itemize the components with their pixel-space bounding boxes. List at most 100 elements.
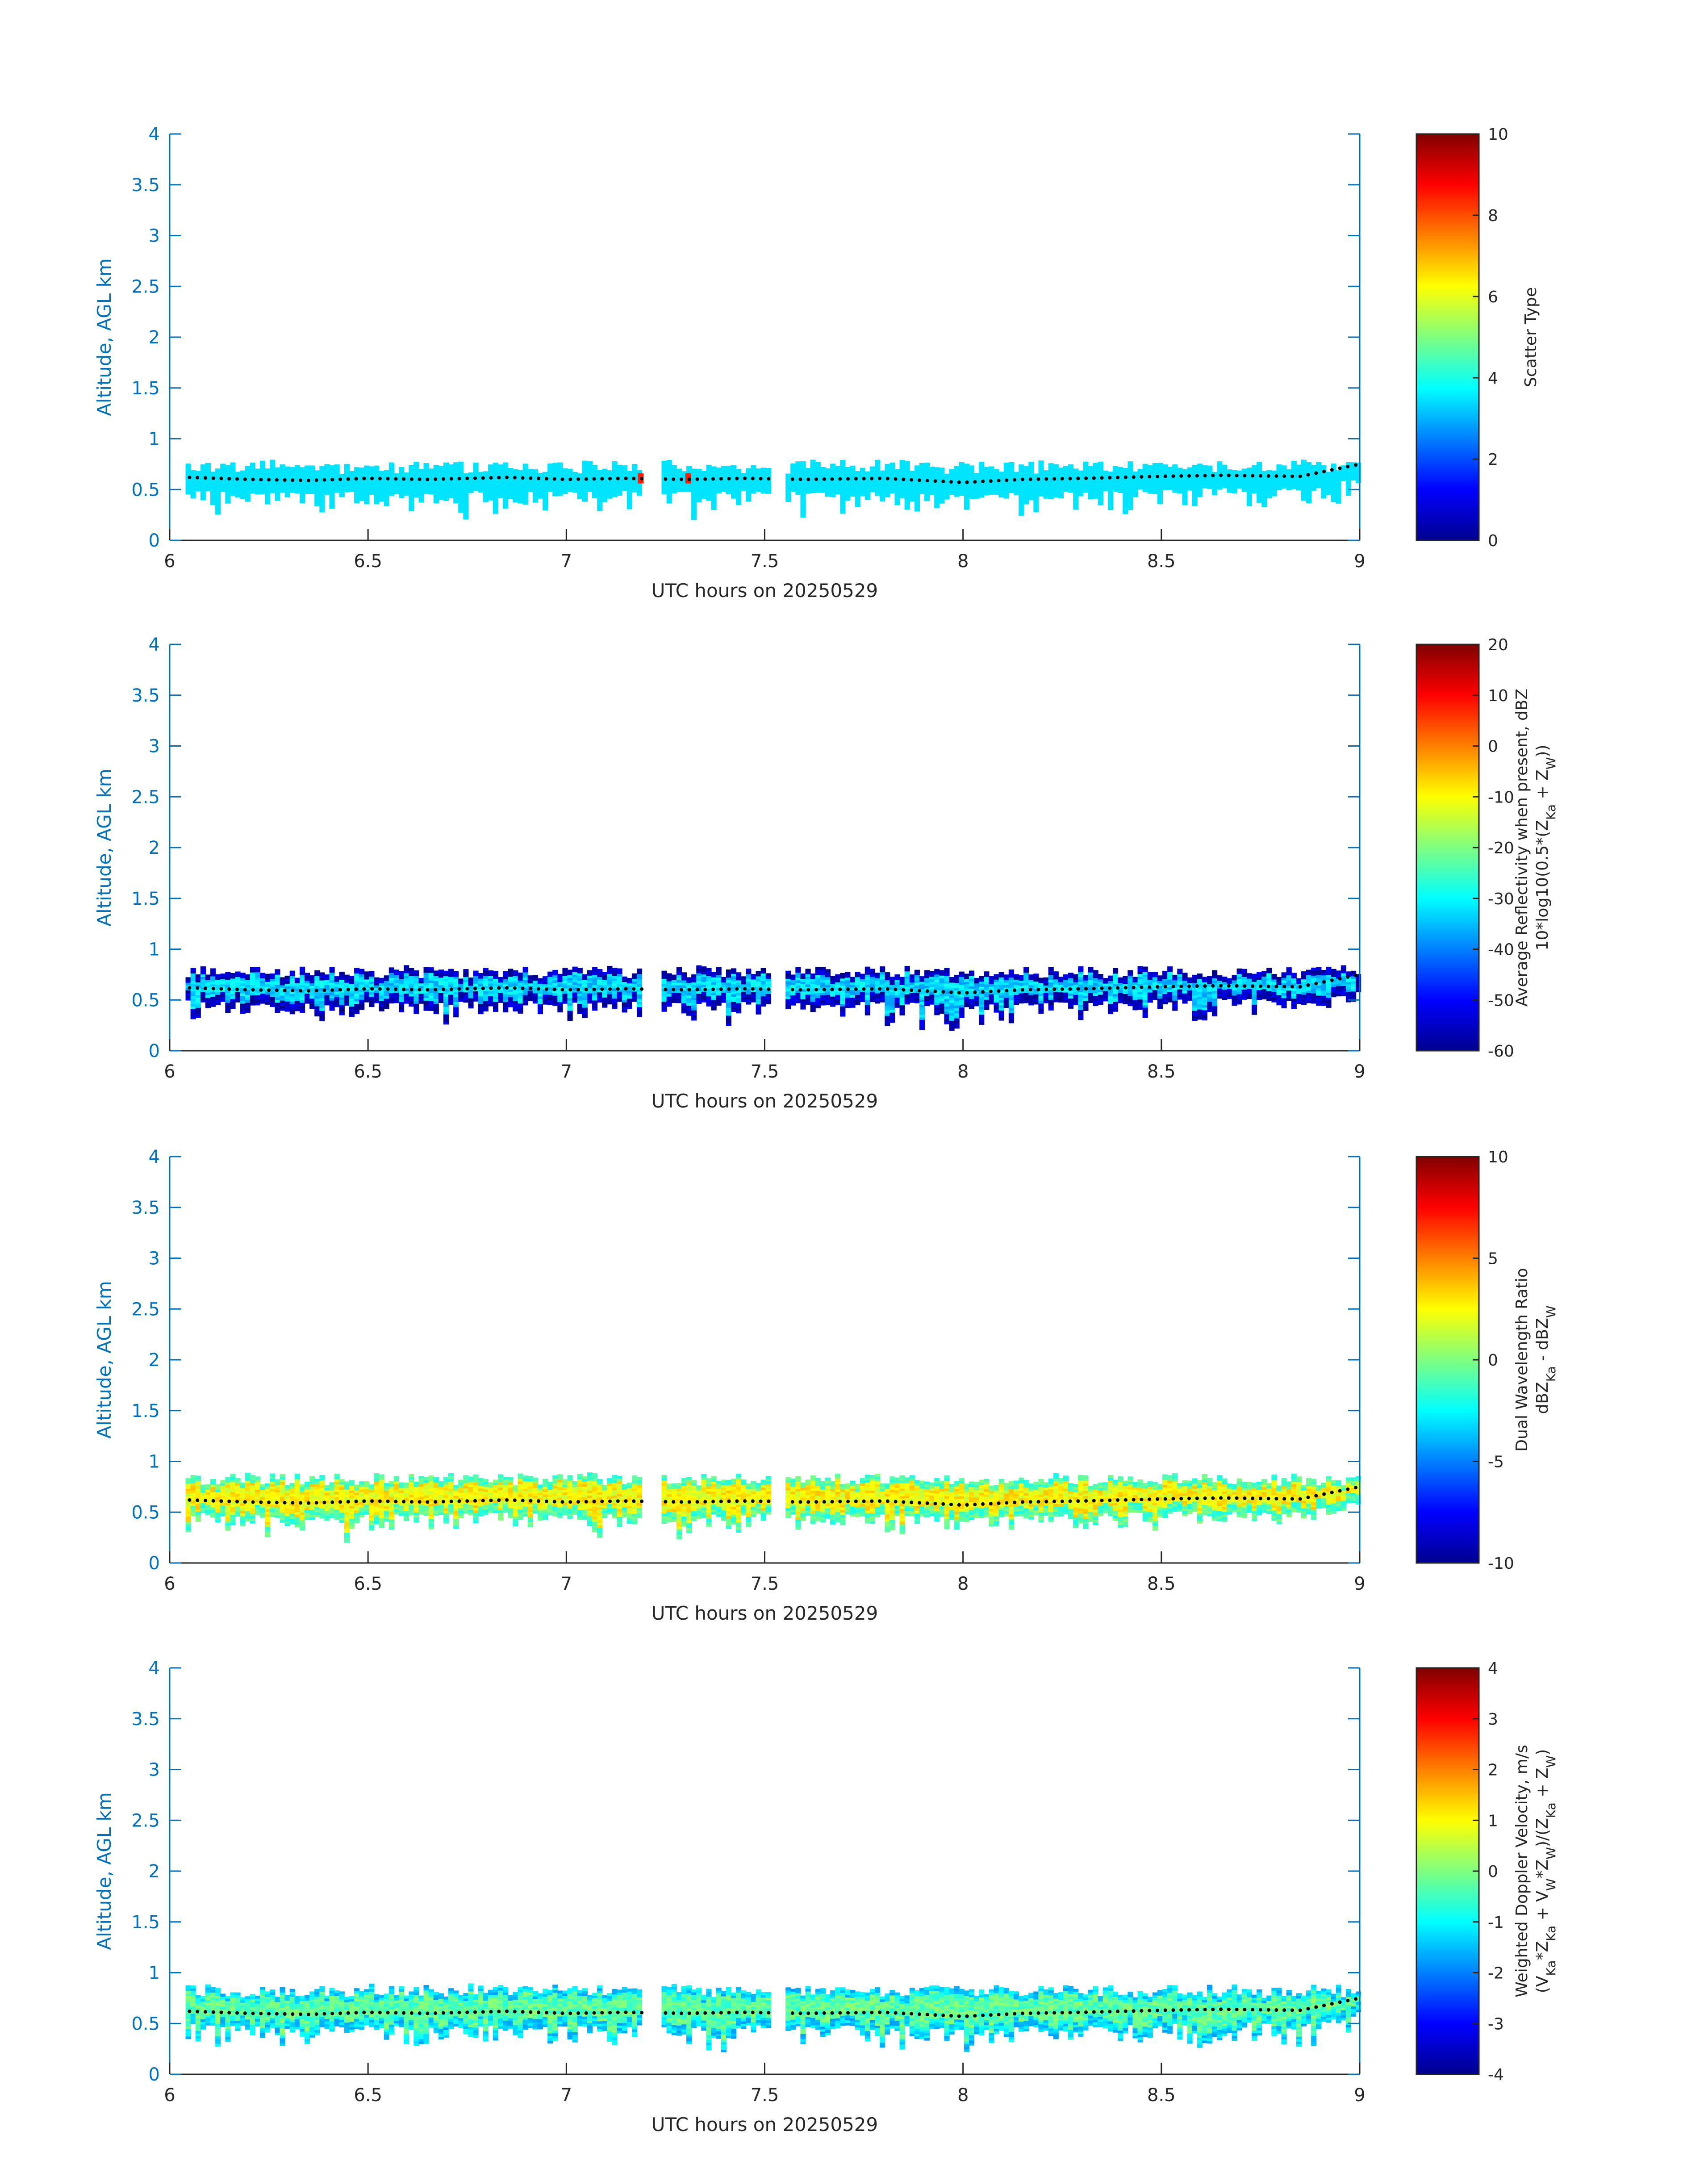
echo-cell: [374, 990, 380, 993]
echo-cell: [845, 1000, 851, 1003]
echo-cell: [631, 976, 638, 979]
echo-cell: [1162, 477, 1168, 481]
echo-cell: [696, 983, 702, 986]
echo-cell: [617, 472, 622, 476]
echo-cell: [607, 978, 613, 982]
echo-cell: [914, 481, 920, 484]
echo-cell: [309, 975, 315, 978]
echo-cell: [691, 499, 697, 502]
echo-cell: [354, 467, 360, 470]
echo-cell: [240, 473, 246, 476]
echo-cell: [205, 997, 211, 1001]
echo-cell: [1102, 476, 1108, 479]
echo-cell: [820, 467, 826, 470]
echo-cell: [1321, 465, 1327, 468]
echo-cell: [409, 497, 414, 501]
echo-cell: [493, 501, 499, 504]
echo-cell: [1321, 480, 1327, 484]
echo-cell: [1356, 462, 1361, 466]
echo-cell: [1019, 474, 1024, 478]
echo-cell: [384, 488, 389, 491]
echo-cell: [587, 476, 593, 480]
cloud-base-point: [362, 476, 366, 481]
echo-cell: [875, 490, 881, 493]
echo-cell: [508, 490, 514, 494]
echo-cell: [582, 473, 588, 476]
echo-cell: [582, 977, 588, 980]
echo-cell: [294, 1000, 300, 1004]
echo-cell: [1276, 482, 1282, 485]
echo-cell: [399, 974, 405, 977]
echo-cell: [508, 468, 514, 471]
echo-cell: [840, 983, 846, 986]
echo-cell: [864, 1012, 870, 1015]
echo-cell: [830, 1001, 836, 1004]
echo-cell: [483, 484, 489, 487]
echo-cell: [453, 999, 459, 1003]
echo-cell: [875, 467, 881, 471]
echo-cell: [458, 482, 464, 485]
echo-cell: [840, 1008, 846, 1012]
echo-cell: [612, 1003, 618, 1007]
echo-cell: [1356, 477, 1361, 481]
echo-cell: [1063, 468, 1069, 472]
echo-cell: [1197, 489, 1203, 492]
echo-cell: [840, 1001, 846, 1004]
echo-cell: [518, 498, 523, 501]
colorbar-tick-label: 10: [1488, 125, 1508, 144]
echo-cell: [294, 465, 300, 468]
echo-cell: [205, 485, 211, 489]
echo-cell: [493, 976, 499, 979]
echo-cell: [468, 995, 474, 999]
echo-cell: [661, 983, 667, 986]
echo-cell: [612, 985, 618, 989]
echo-cell: [864, 994, 870, 998]
echo-cell: [875, 480, 881, 483]
echo-cell: [815, 489, 821, 493]
echo-cell: [815, 487, 821, 490]
echo-cell: [790, 997, 796, 1001]
echo-cell: [934, 497, 940, 501]
echo-cell: [483, 1006, 489, 1009]
echo-cell: [478, 973, 484, 976]
echo-cell: [1172, 467, 1178, 470]
echo-cell: [289, 996, 295, 999]
echo-cell: [240, 493, 246, 497]
echo-cell: [1113, 468, 1119, 472]
echo-cell: [319, 484, 325, 487]
echo-cell: [513, 980, 518, 984]
echo-cell: [671, 465, 677, 468]
echo-cell: [280, 479, 285, 483]
echo-cell: [760, 981, 766, 984]
echo-cell: [488, 464, 493, 468]
echo-cell: [210, 481, 216, 485]
echo-cell: [1053, 482, 1059, 485]
echo-cell: [483, 486, 489, 490]
echo-cell: [205, 987, 211, 990]
echo-cell: [1093, 463, 1098, 466]
echo-cell: [388, 470, 394, 473]
echo-cell: [423, 974, 429, 978]
echo-cell: [1336, 483, 1341, 486]
echo-cell: [785, 983, 791, 986]
echo-cell: [592, 1005, 598, 1008]
echo-cell: [562, 491, 568, 494]
echo-cell: [453, 487, 459, 491]
echo-cell: [404, 978, 409, 981]
echo-cell: [1137, 479, 1143, 482]
echo-cell: [433, 990, 439, 994]
echo-cell: [840, 462, 846, 466]
echo-cell: [612, 1006, 618, 1009]
echo-cell: [284, 479, 290, 482]
echo-cell: [190, 1006, 196, 1009]
echo-cell: [245, 1002, 251, 1006]
echo-cell: [765, 983, 771, 986]
echo-cell: [503, 500, 509, 504]
echo-cell: [626, 498, 632, 502]
echo-cell: [666, 485, 672, 489]
echo-cell: [711, 504, 717, 508]
echo-cell: [1073, 478, 1079, 482]
echo-cell: [671, 990, 677, 993]
echo-cell: [369, 1004, 375, 1007]
echo-cell: [369, 486, 375, 490]
